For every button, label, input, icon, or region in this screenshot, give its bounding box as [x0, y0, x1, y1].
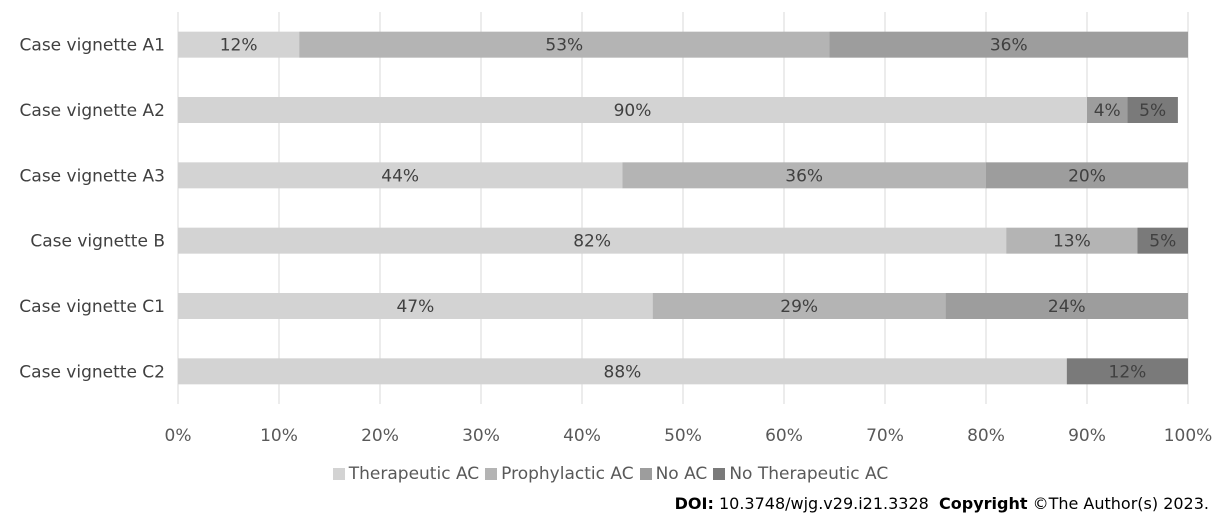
legend-swatch: [713, 468, 726, 480]
data-label: 29%: [780, 297, 818, 317]
bar-segment: [1087, 97, 1128, 123]
value-labels: 12% 53% 36% 90% 4% 5% 44% 36% 20% 82% 13% 5% 47% 29% 2…: [220, 36, 1177, 383]
bar-segment: [178, 31, 300, 58]
doi-value: 10.3748/wjg.v29.i21.3328: [718, 494, 929, 513]
citation-footer: DOI: 10.3748/wjg.v29.i21.3328 Copyright …: [675, 494, 1209, 513]
x-tick-label: 80%: [967, 426, 1005, 446]
data-label: 12%: [1109, 362, 1147, 382]
data-label: 24%: [1048, 297, 1086, 317]
category-label: Case vignette C1: [19, 297, 165, 317]
legend-label: No Therapeutic AC: [729, 464, 889, 484]
data-label: 12%: [220, 36, 258, 56]
legend-item: No Therapeutic AC: [713, 464, 888, 484]
category-label: Case vignette B: [30, 232, 165, 252]
x-tick-label: 20%: [361, 426, 399, 446]
bar-segment: [299, 31, 830, 58]
data-label: 5%: [1139, 101, 1166, 121]
legend-item: Therapeutic AC: [332, 464, 480, 484]
data-label: 4%: [1094, 101, 1121, 121]
x-tick-label: 0%: [165, 426, 192, 446]
bar-segment: [178, 162, 623, 189]
data-label: 47%: [396, 297, 434, 317]
copyright-value: ©The Author(s) 2023.: [1032, 494, 1209, 513]
category-label: Case vignette C2: [19, 362, 165, 382]
category-label: Case vignette A3: [20, 166, 165, 186]
data-label: 13%: [1053, 232, 1091, 252]
bar-segment: [1137, 227, 1188, 254]
bar-segment: [178, 97, 1087, 123]
x-tick-label: 10%: [260, 426, 298, 446]
data-label: 88%: [604, 362, 642, 382]
data-label: 5%: [1149, 232, 1176, 252]
doi-label: DOI:: [674, 494, 714, 513]
bar-segment: [178, 293, 653, 319]
legend-swatch: [485, 468, 498, 480]
x-tick-label: 30%: [462, 426, 500, 446]
bar-segment: [1006, 227, 1138, 254]
legend: Therapeutic AC Prophylactic AC No AC No The…: [0, 464, 1221, 484]
bar-segment: [829, 31, 1188, 58]
data-label: 20%: [1068, 166, 1106, 186]
legend-item: Prophylactic AC: [485, 464, 634, 484]
bar-segment: [1127, 97, 1178, 123]
x-tick-label: 40%: [563, 426, 601, 446]
legend-item: No AC: [639, 464, 708, 484]
data-label: 36%: [990, 36, 1028, 56]
data-label: 90%: [614, 101, 652, 121]
stacked-bar-chart: 12% 53% 36% 90% 4% 5% 44% 36% 20% 82% 13% 5% 47% 29% 2…: [19, 12, 1213, 446]
legend-swatch: [332, 468, 345, 480]
bar-segment: [178, 227, 1007, 254]
data-label: 44%: [381, 166, 419, 186]
bar-segment: [652, 293, 946, 319]
bar-segment: [1066, 358, 1188, 385]
category-labels: Case vignette A1 Case vignette A2 Case vig…: [19, 36, 165, 383]
data-label: 53%: [545, 36, 583, 56]
legend-label: No AC: [655, 464, 708, 484]
data-label: 36%: [785, 166, 823, 186]
x-tick-label: 90%: [1068, 426, 1106, 446]
legend-label: Therapeutic AC: [348, 464, 480, 484]
legend-swatch: [639, 468, 652, 480]
x-tick-label: 60%: [765, 426, 803, 446]
bar-segment: [178, 358, 1067, 385]
bar-segment: [622, 162, 986, 189]
bars: [178, 31, 1188, 385]
gridlines: [177, 12, 1189, 404]
copyright-label: Copyright: [939, 494, 1028, 513]
x-tick-label: 70%: [866, 426, 904, 446]
category-label: Case vignette A2: [20, 101, 165, 121]
data-label: 82%: [573, 232, 611, 252]
bar-segment: [986, 162, 1188, 189]
category-label: Case vignette A1: [20, 36, 165, 56]
bar-segment: [945, 293, 1188, 319]
x-axis-ticks: 0% 10% 20% 30% 40% 50% 60% 70% 80% 90% 100%: [165, 426, 1213, 446]
x-tick-label: 50%: [664, 426, 702, 446]
legend-label: Prophylactic AC: [501, 464, 634, 484]
x-tick-label: 100%: [1164, 426, 1213, 446]
